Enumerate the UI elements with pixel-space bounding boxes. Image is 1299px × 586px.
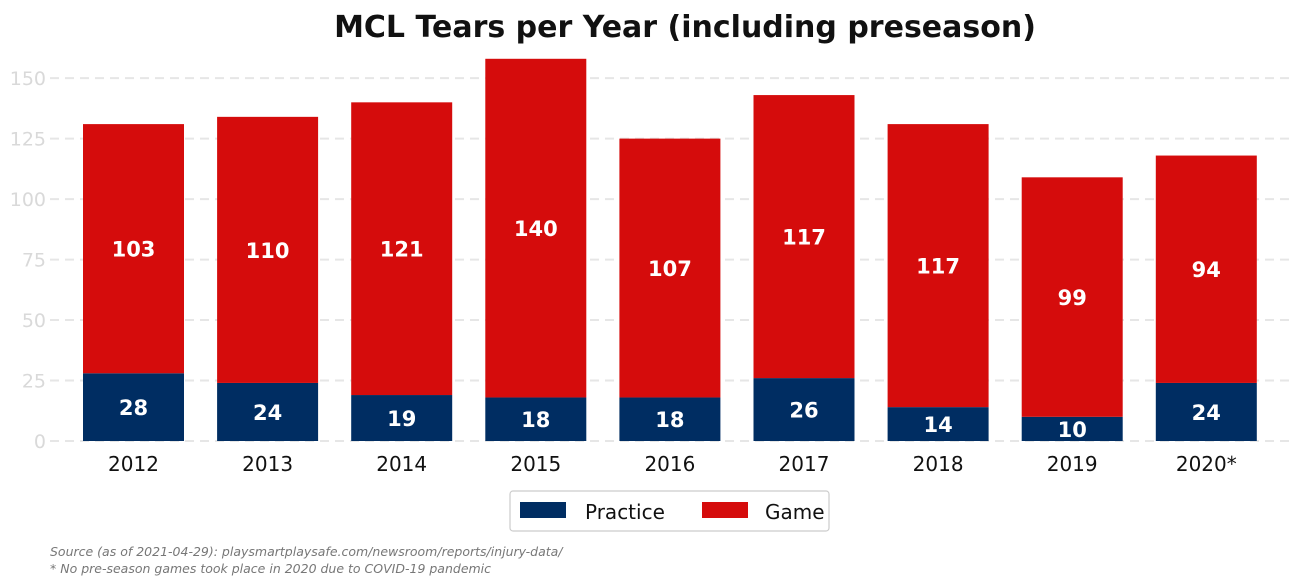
bar-label-game-2017: 117	[782, 226, 826, 250]
bar-label-practice-2013: 24	[253, 401, 282, 425]
bar-label-game-2018: 117	[916, 255, 960, 279]
bar-game-2020*	[1155, 155, 1257, 383]
bar-label-game-2014: 121	[380, 238, 424, 262]
bar-label-practice-2017: 26	[789, 399, 818, 423]
bar-game-2015	[485, 58, 587, 398]
x-tick-2018: 2018	[913, 452, 964, 476]
legend-box	[509, 490, 830, 532]
bar-practice-2016	[619, 397, 721, 441]
y-tick-100: 100	[10, 189, 46, 211]
bar-practice-2017	[753, 378, 855, 441]
bar-label-game-2012: 103	[112, 238, 156, 262]
pandemic-note: * No pre-season games took place in 2020…	[50, 561, 491, 576]
bar-practice-2020*	[1155, 382, 1257, 441]
bar-game-2012	[83, 124, 184, 374]
bar-practice-2018	[887, 407, 989, 441]
y-tick-50: 50	[22, 310, 46, 332]
y-tick-0: 0	[34, 431, 46, 453]
bar-game-2013	[217, 116, 319, 383]
bar-practice-2013	[217, 382, 319, 441]
bar-game-2014	[351, 102, 453, 396]
legend-swatch-game	[702, 502, 748, 518]
x-tick-2015: 2015	[510, 452, 561, 476]
legend: Practice Game	[509, 490, 830, 532]
x-axis-ticks: 2012 2013 2014 2015 2016 2017 2018 2019 2020*	[108, 452, 1237, 476]
y-tick-125: 125	[10, 129, 46, 151]
y-tick-150: 150	[10, 68, 46, 90]
x-tick-2019: 2019	[1047, 452, 1098, 476]
bar-label-practice-2016: 18	[655, 408, 684, 432]
y-axis-ticks: 0 25 50 75 100 125 150	[10, 68, 46, 453]
bar-practice-2012	[83, 373, 184, 441]
y-tick-75: 75	[22, 250, 46, 272]
x-tick-2017: 2017	[779, 452, 830, 476]
bar-label-practice-2020*: 24	[1192, 401, 1221, 425]
x-tick-2013: 2013	[242, 452, 293, 476]
bar-label-practice-2014: 19	[387, 407, 416, 431]
chart-title: MCL Tears per Year (including preseason)	[334, 10, 1036, 45]
y-tick-25: 25	[22, 371, 46, 393]
bar-label-game-2019: 99	[1058, 286, 1087, 310]
bar-game-2018	[887, 124, 989, 408]
bars: 28 103 24 110 19 121 18 140 18 107 26 117 14 117 10 99 2…	[83, 58, 1257, 442]
legend-swatch-practice	[520, 502, 566, 518]
bar-game-2016	[619, 138, 721, 398]
bar-label-game-2016: 107	[648, 257, 692, 281]
legend-label-practice: Practice	[585, 500, 665, 524]
bar-label-practice-2019: 10	[1058, 418, 1087, 442]
x-tick-2012: 2012	[108, 452, 159, 476]
bar-label-practice-2015: 18	[521, 408, 550, 432]
bar-game-2017	[753, 95, 855, 379]
bar-label-game-2020*: 94	[1192, 258, 1221, 282]
x-tick-2014: 2014	[376, 452, 427, 476]
x-tick-2020*: 2020*	[1176, 452, 1237, 476]
bar-label-game-2015: 140	[514, 217, 558, 241]
bar-practice-2019	[1021, 416, 1123, 441]
legend-label-game: Game	[765, 500, 825, 524]
bar-label-practice-2018: 14	[923, 413, 952, 437]
bar-label-game-2013: 110	[246, 239, 290, 263]
bar-label-practice-2012: 28	[119, 396, 148, 420]
bar-practice-2014	[351, 395, 453, 441]
bar-game-2019	[1021, 177, 1123, 417]
x-tick-2016: 2016	[644, 452, 695, 476]
bar-practice-2015	[485, 397, 587, 441]
source-note: Source (as of 2021-04-29): playsmartplay…	[50, 544, 564, 559]
